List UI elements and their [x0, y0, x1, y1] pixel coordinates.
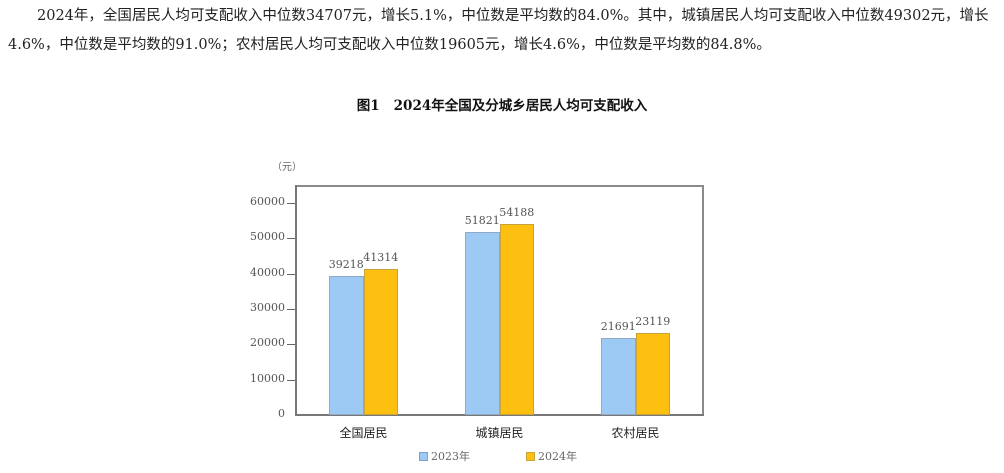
y-tick-mark [287, 344, 295, 345]
bar-value-label: 23119 [635, 315, 671, 329]
legend-swatch-2024 [526, 451, 535, 461]
category-label: 全国居民 [339, 426, 388, 440]
bar-2024-1 [499, 223, 534, 415]
intro-paragraph: 2024年，全国居民人均可支配收入中位数34707元，增长5.1%，中位数是平均… [8, 2, 998, 60]
bar-value-label: 51821 [464, 213, 500, 227]
y-tick-mark [287, 203, 295, 204]
legend-label-2023: 2023年 [431, 450, 470, 463]
plot-area [295, 185, 704, 415]
figure-number: 图1 [356, 98, 380, 114]
y-tick-mark [287, 274, 295, 275]
bar-2023-1 [465, 231, 500, 415]
bar-value-label: 39218 [328, 258, 364, 272]
legend-swatch-2023 [419, 451, 428, 461]
figure-title-text: 2024年全国及分城乡居民人均可支配收入 [393, 98, 648, 114]
y-tick-label: 60000 [250, 195, 285, 208]
y-tick-mark [287, 380, 295, 381]
legend-item-2023: 2023年 [419, 448, 470, 464]
category-label: 农村居民 [611, 426, 660, 440]
legend-item-2024: 2024年 [526, 448, 577, 464]
bar-2023-0 [329, 276, 364, 415]
y-tick-label: 50000 [250, 230, 285, 243]
y-tick-mark [287, 309, 295, 310]
y-axis-unit: （元） [272, 162, 302, 173]
category-label: 城镇居民 [475, 426, 524, 440]
bar-2024-2 [635, 333, 670, 415]
x-axis [295, 414, 704, 416]
figure-title: 图1 2024年全国及分城乡居民人均可支配收入 [0, 94, 1004, 114]
y-tick-label: 0 [278, 407, 285, 420]
bar-2024-0 [363, 269, 398, 415]
bar-2023-2 [601, 338, 636, 415]
paragraph-line-2: 4.6%，中位数是平均数的91.0%；农村居民人均可支配收入中位数19605元，… [8, 37, 771, 53]
y-tick-label: 30000 [250, 301, 285, 314]
bar-value-label: 41314 [363, 251, 399, 265]
y-tick-label: 20000 [250, 336, 285, 349]
y-tick-label: 10000 [250, 372, 285, 385]
bar-value-label: 54188 [499, 205, 535, 219]
bar-value-label: 21691 [600, 320, 636, 334]
y-axis [295, 185, 297, 416]
paragraph-line-1: 2024年，全国居民人均可支配收入中位数34707元，增长5.1%，中位数是平均… [37, 8, 989, 24]
legend-label-2024: 2024年 [538, 450, 577, 463]
y-tick-mark [287, 238, 295, 239]
y-tick-label: 40000 [250, 266, 285, 279]
